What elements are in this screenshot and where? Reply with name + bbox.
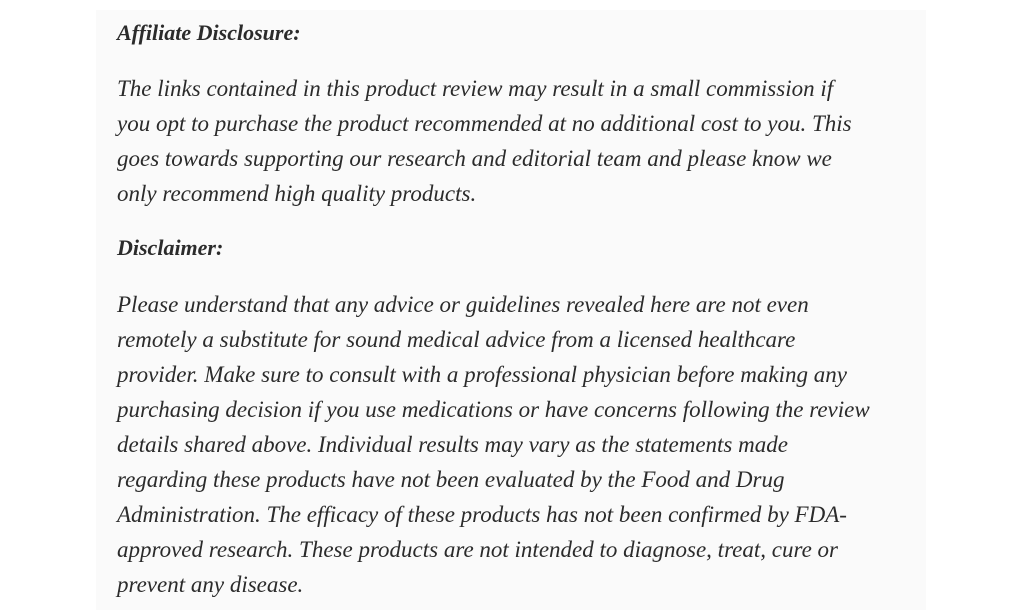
text-line: details shared above. Individual results…: [117, 432, 788, 457]
text-line: approved research. These products are no…: [117, 537, 838, 562]
affiliate-disclosure-text: The links contained in this product revi…: [117, 71, 852, 211]
text-line: only recommend high quality products.: [117, 181, 477, 206]
disclaimer-heading: Disclaimer:: [117, 235, 224, 260]
text-line: regarding these products have not been e…: [117, 467, 785, 492]
affiliate-disclosure-heading: Affiliate Disclosure:: [117, 20, 301, 45]
text-line: remotely a substitute for sound medical …: [117, 327, 796, 352]
text-line: The links contained in this product revi…: [117, 76, 834, 101]
disclosure-panel: [96, 10, 926, 610]
text-line: purchasing decision if you use medicatio…: [117, 397, 870, 422]
text-line: provider. Make sure to consult with a pr…: [117, 362, 847, 387]
text-line: prevent any disease.: [117, 572, 304, 597]
text-line: you opt to purchase the product recommen…: [117, 111, 852, 136]
text-line: goes towards supporting our research and…: [117, 146, 832, 171]
disclaimer-text: Please understand that any advice or gui…: [117, 287, 870, 602]
text-line: Please understand that any advice or gui…: [117, 292, 809, 317]
text-line: Administration. The efficacy of these pr…: [117, 502, 847, 527]
